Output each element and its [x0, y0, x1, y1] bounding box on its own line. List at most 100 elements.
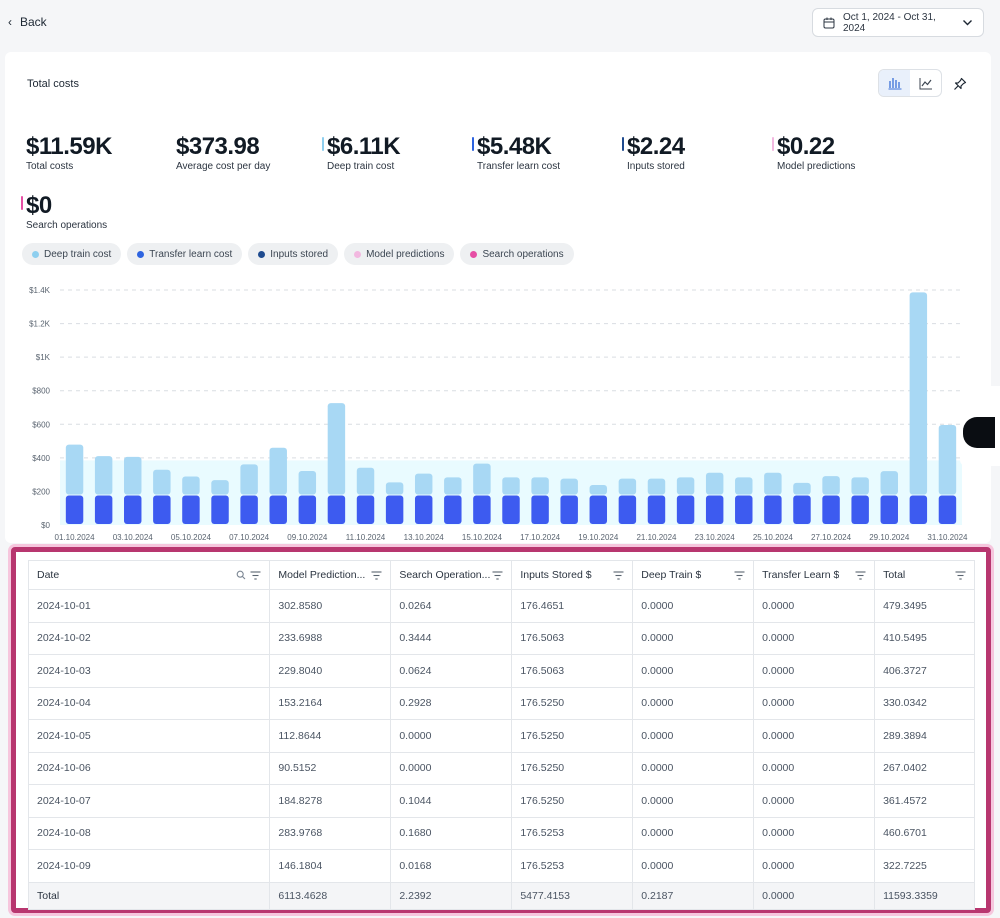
- x-tick-label: 01.10.2024: [55, 533, 96, 542]
- filter-icon[interactable]: [492, 570, 503, 580]
- bar-inputs-stored: [65, 495, 84, 524]
- column-header-label: Transfer Learn $: [762, 569, 840, 581]
- card-title: Total costs: [27, 78, 79, 90]
- kpi-label: Search operations: [26, 220, 108, 231]
- kpi-deep-train: $6.11K Deep train cost: [322, 134, 401, 172]
- bar-model-predictions: [793, 482, 811, 495]
- legend-search-operations[interactable]: Search operations: [460, 243, 574, 265]
- kpi-color-marker: [322, 137, 324, 151]
- filter-icon[interactable]: [613, 570, 624, 580]
- bar-model-predictions: [94, 456, 113, 495]
- feedback-tab[interactable]: [963, 417, 995, 448]
- bar-inputs-stored: [531, 495, 549, 524]
- table-cell: 2024-10-06: [27, 751, 271, 785]
- total-cell: Total: [27, 881, 271, 910]
- table-body: 2024-10-01 302.8580 0.0264 176.4651 0.0000 0.…: [27, 589, 975, 910]
- table-total-row: Total 6113.4628 2.2392 5477.4153 0.2187 0.000…: [27, 881, 975, 910]
- x-tick-label: 21.10.2024: [636, 533, 677, 542]
- table-cell: 0.0624: [390, 654, 513, 688]
- bar-model-predictions: [124, 456, 142, 495]
- line-chart-toggle[interactable]: [910, 70, 941, 96]
- back-label: Back: [20, 15, 47, 29]
- filter-icon[interactable]: [371, 570, 382, 580]
- column-header[interactable]: Inputs Stored $: [511, 560, 634, 590]
- table-cell: 302.8580: [269, 589, 392, 623]
- column-header[interactable]: Search Operation...: [390, 560, 513, 590]
- table-row[interactable]: 2024-10-06 90.5152 0.0000 176.5250 0.0000 0.0…: [27, 751, 975, 785]
- table-row[interactable]: 2024-10-05 112.8644 0.0000 176.5250 0.0000 0.…: [27, 719, 975, 753]
- table-cell: 0.0000: [632, 784, 755, 818]
- y-tick-label: $600: [32, 420, 50, 429]
- legend-model-predictions[interactable]: Model predictions: [344, 243, 455, 265]
- back-button[interactable]: ‹ Back: [8, 15, 47, 29]
- bar-model-predictions: [414, 473, 433, 495]
- x-tick-label: 15.10.2024: [462, 533, 503, 542]
- y-tick-label: $1.4K: [29, 286, 51, 295]
- table-row[interactable]: 2024-10-07 184.8278 0.1044 176.5250 0.0000 0.…: [27, 784, 975, 818]
- column-header[interactable]: Deep Train $: [632, 560, 755, 590]
- table-row[interactable]: 2024-10-03 229.8040 0.0624 176.5063 0.0000 0.…: [27, 654, 975, 688]
- date-range-label: Oct 1, 2024 - Oct 31, 2024: [843, 11, 936, 34]
- column-header[interactable]: Date: [27, 560, 271, 590]
- table-cell: 233.6988: [269, 621, 392, 655]
- bar-model-predictions: [182, 476, 200, 495]
- bar-inputs-stored: [938, 495, 957, 524]
- legend-dot: [470, 250, 478, 258]
- line-chart-icon: [919, 77, 932, 89]
- table-row[interactable]: 2024-10-08 283.9768 0.1680 176.5253 0.0000 0.…: [27, 816, 975, 850]
- filter-icon[interactable]: [250, 570, 261, 580]
- table-cell: 0.0000: [753, 816, 876, 850]
- table-row[interactable]: 2024-10-01 302.8580 0.0264 176.4651 0.0000 0.…: [27, 589, 975, 623]
- x-tick-label: 19.10.2024: [578, 533, 619, 542]
- table-cell: 176.5253: [511, 816, 634, 850]
- legend-label: Deep train cost: [44, 248, 112, 260]
- table-row[interactable]: 2024-10-04 153.2164 0.2928 176.5250 0.0000 0.…: [27, 686, 975, 720]
- bar-inputs-stored: [327, 495, 346, 524]
- column-header[interactable]: Model Prediction...: [269, 560, 392, 590]
- x-tick-label: 27.10.2024: [811, 533, 852, 542]
- table-cell: 267.0402: [874, 751, 975, 785]
- filter-icon[interactable]: [734, 570, 745, 580]
- x-tick-label: 25.10.2024: [753, 533, 794, 542]
- legend-transfer-learn[interactable]: Transfer learn cost: [127, 243, 243, 265]
- bar-model-predictions: [240, 464, 258, 495]
- chevron-down-icon: [963, 20, 972, 26]
- bar-model-predictions: [269, 447, 287, 495]
- table-cell: 176.5250: [511, 686, 634, 720]
- bar-model-predictions: [385, 482, 404, 495]
- bar-model-predictions: [356, 467, 375, 495]
- search-icon[interactable]: [236, 570, 246, 580]
- bar-inputs-stored: [269, 495, 287, 524]
- kpi-inputs-stored: $2.24 Inputs stored: [622, 134, 685, 172]
- bar-inputs-stored: [94, 495, 113, 524]
- pin-button[interactable]: [950, 74, 970, 94]
- table-row[interactable]: 2024-10-09 146.1804 0.0168 176.5253 0.0000 0.…: [27, 849, 975, 883]
- y-tick-label: $800: [32, 387, 50, 396]
- legend-dot: [32, 250, 39, 258]
- table-cell: 90.5152: [269, 751, 392, 785]
- date-range-picker[interactable]: Oct 1, 2024 - Oct 31, 2024: [812, 8, 984, 37]
- filter-icon[interactable]: [955, 570, 966, 580]
- filter-icon[interactable]: [855, 570, 866, 580]
- kpi-average-cost: $373.98 Average cost per day: [176, 134, 270, 173]
- table-cell: 0.0000: [632, 686, 755, 720]
- table-cell: 2024-10-08: [27, 816, 271, 850]
- table-cell: 0.2928: [390, 686, 513, 720]
- column-header[interactable]: Transfer Learn $: [753, 560, 876, 590]
- table-cell: 479.3495: [874, 589, 975, 623]
- total-cell: 0.2187: [632, 881, 755, 910]
- kpi-value: $0.22: [777, 133, 835, 160]
- table-cell: 2024-10-01: [27, 589, 271, 623]
- table-row[interactable]: 2024-10-02 233.6988 0.3444 176.5063 0.0000 0.…: [27, 621, 975, 655]
- column-header[interactable]: Total: [874, 560, 975, 590]
- table-cell: 0.0000: [753, 686, 876, 720]
- legend-deep-train[interactable]: Deep train cost: [22, 243, 122, 265]
- table-cell: 0.0000: [390, 751, 513, 785]
- bar-chart-toggle[interactable]: [879, 70, 910, 96]
- legend-inputs-stored[interactable]: Inputs stored: [248, 243, 339, 265]
- table-cell: 0.0000: [632, 719, 755, 753]
- pin-icon: [954, 77, 967, 90]
- bar-model-predictions: [909, 292, 928, 495]
- bar-model-predictions: [618, 478, 637, 495]
- table-cell: 0.0000: [753, 751, 876, 785]
